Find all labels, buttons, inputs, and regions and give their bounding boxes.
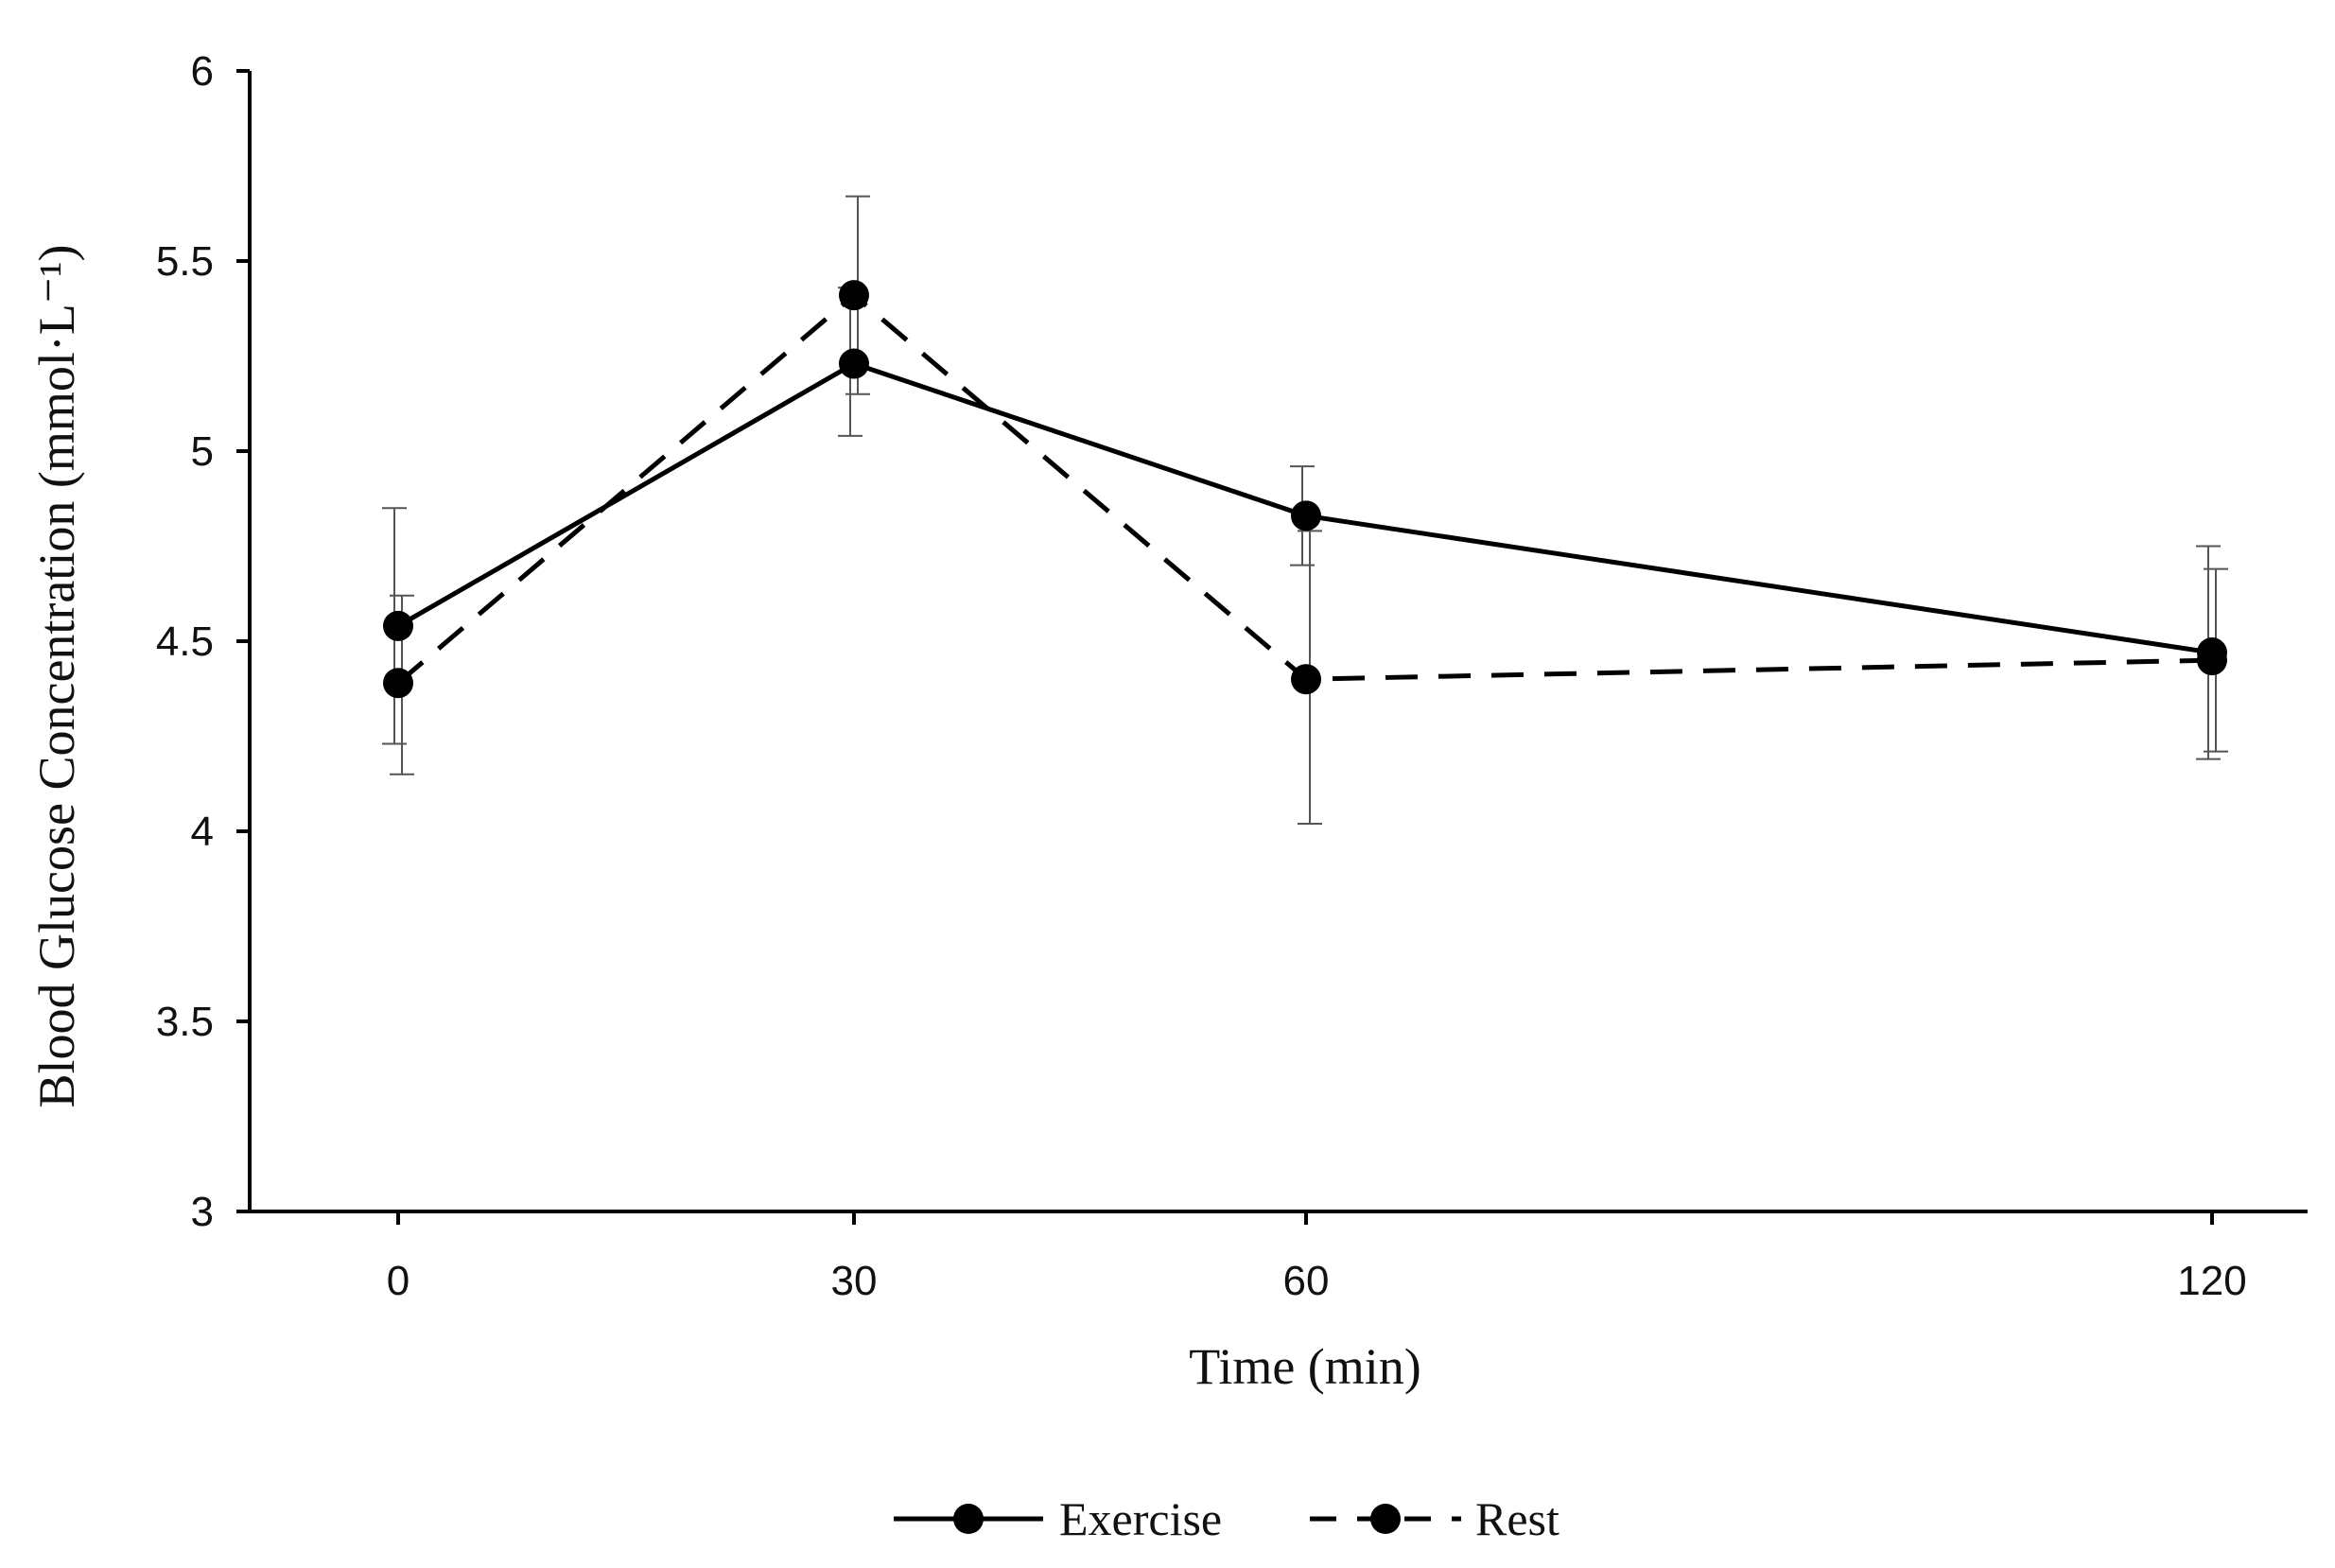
data-point-exercise [839, 348, 869, 379]
series [383, 280, 2227, 699]
y-tick-label: 6 [191, 48, 214, 95]
y-tick-label: 3 [191, 1189, 214, 1235]
y-tick-label: 5.5 [156, 238, 214, 285]
data-point-rest [383, 668, 413, 699]
y-tick-label: 5 [191, 428, 214, 475]
legend-label-exercise: Exercise [1059, 1492, 1222, 1545]
x-axis-title: Time (min) [1189, 1338, 1421, 1395]
x-tick-label: 30 [831, 1258, 878, 1304]
y-tick-label: 3.5 [156, 999, 214, 1045]
y-tick-label: 4 [191, 809, 214, 855]
data-point-exercise [1291, 500, 1321, 531]
series-line-exercise [396, 361, 2213, 655]
y-axis-title: Blood Glucose Concentration (mmol·L⁻¹) [28, 244, 85, 1107]
legend-label-rest: Rest [1475, 1492, 1560, 1545]
legend: Exercise Rest [894, 1492, 1560, 1545]
data-point-rest [2197, 645, 2227, 676]
x-tick-label: 120 [2177, 1258, 2246, 1304]
series-line-rest [396, 292, 2213, 686]
data-point-rest [839, 280, 869, 311]
legend-marker-exercise [953, 1504, 984, 1534]
y-tick-label: 4.5 [156, 618, 214, 665]
legend-marker-rest [1370, 1504, 1401, 1534]
tick-labels: 33.544.555.560 30 60 120 [156, 48, 2247, 1304]
data-point-rest [1291, 664, 1321, 695]
axes [236, 69, 2308, 1225]
x-tick-label: 60 [1283, 1258, 1330, 1304]
x-tick-label: 0 [387, 1258, 409, 1304]
data-point-exercise [383, 610, 413, 641]
